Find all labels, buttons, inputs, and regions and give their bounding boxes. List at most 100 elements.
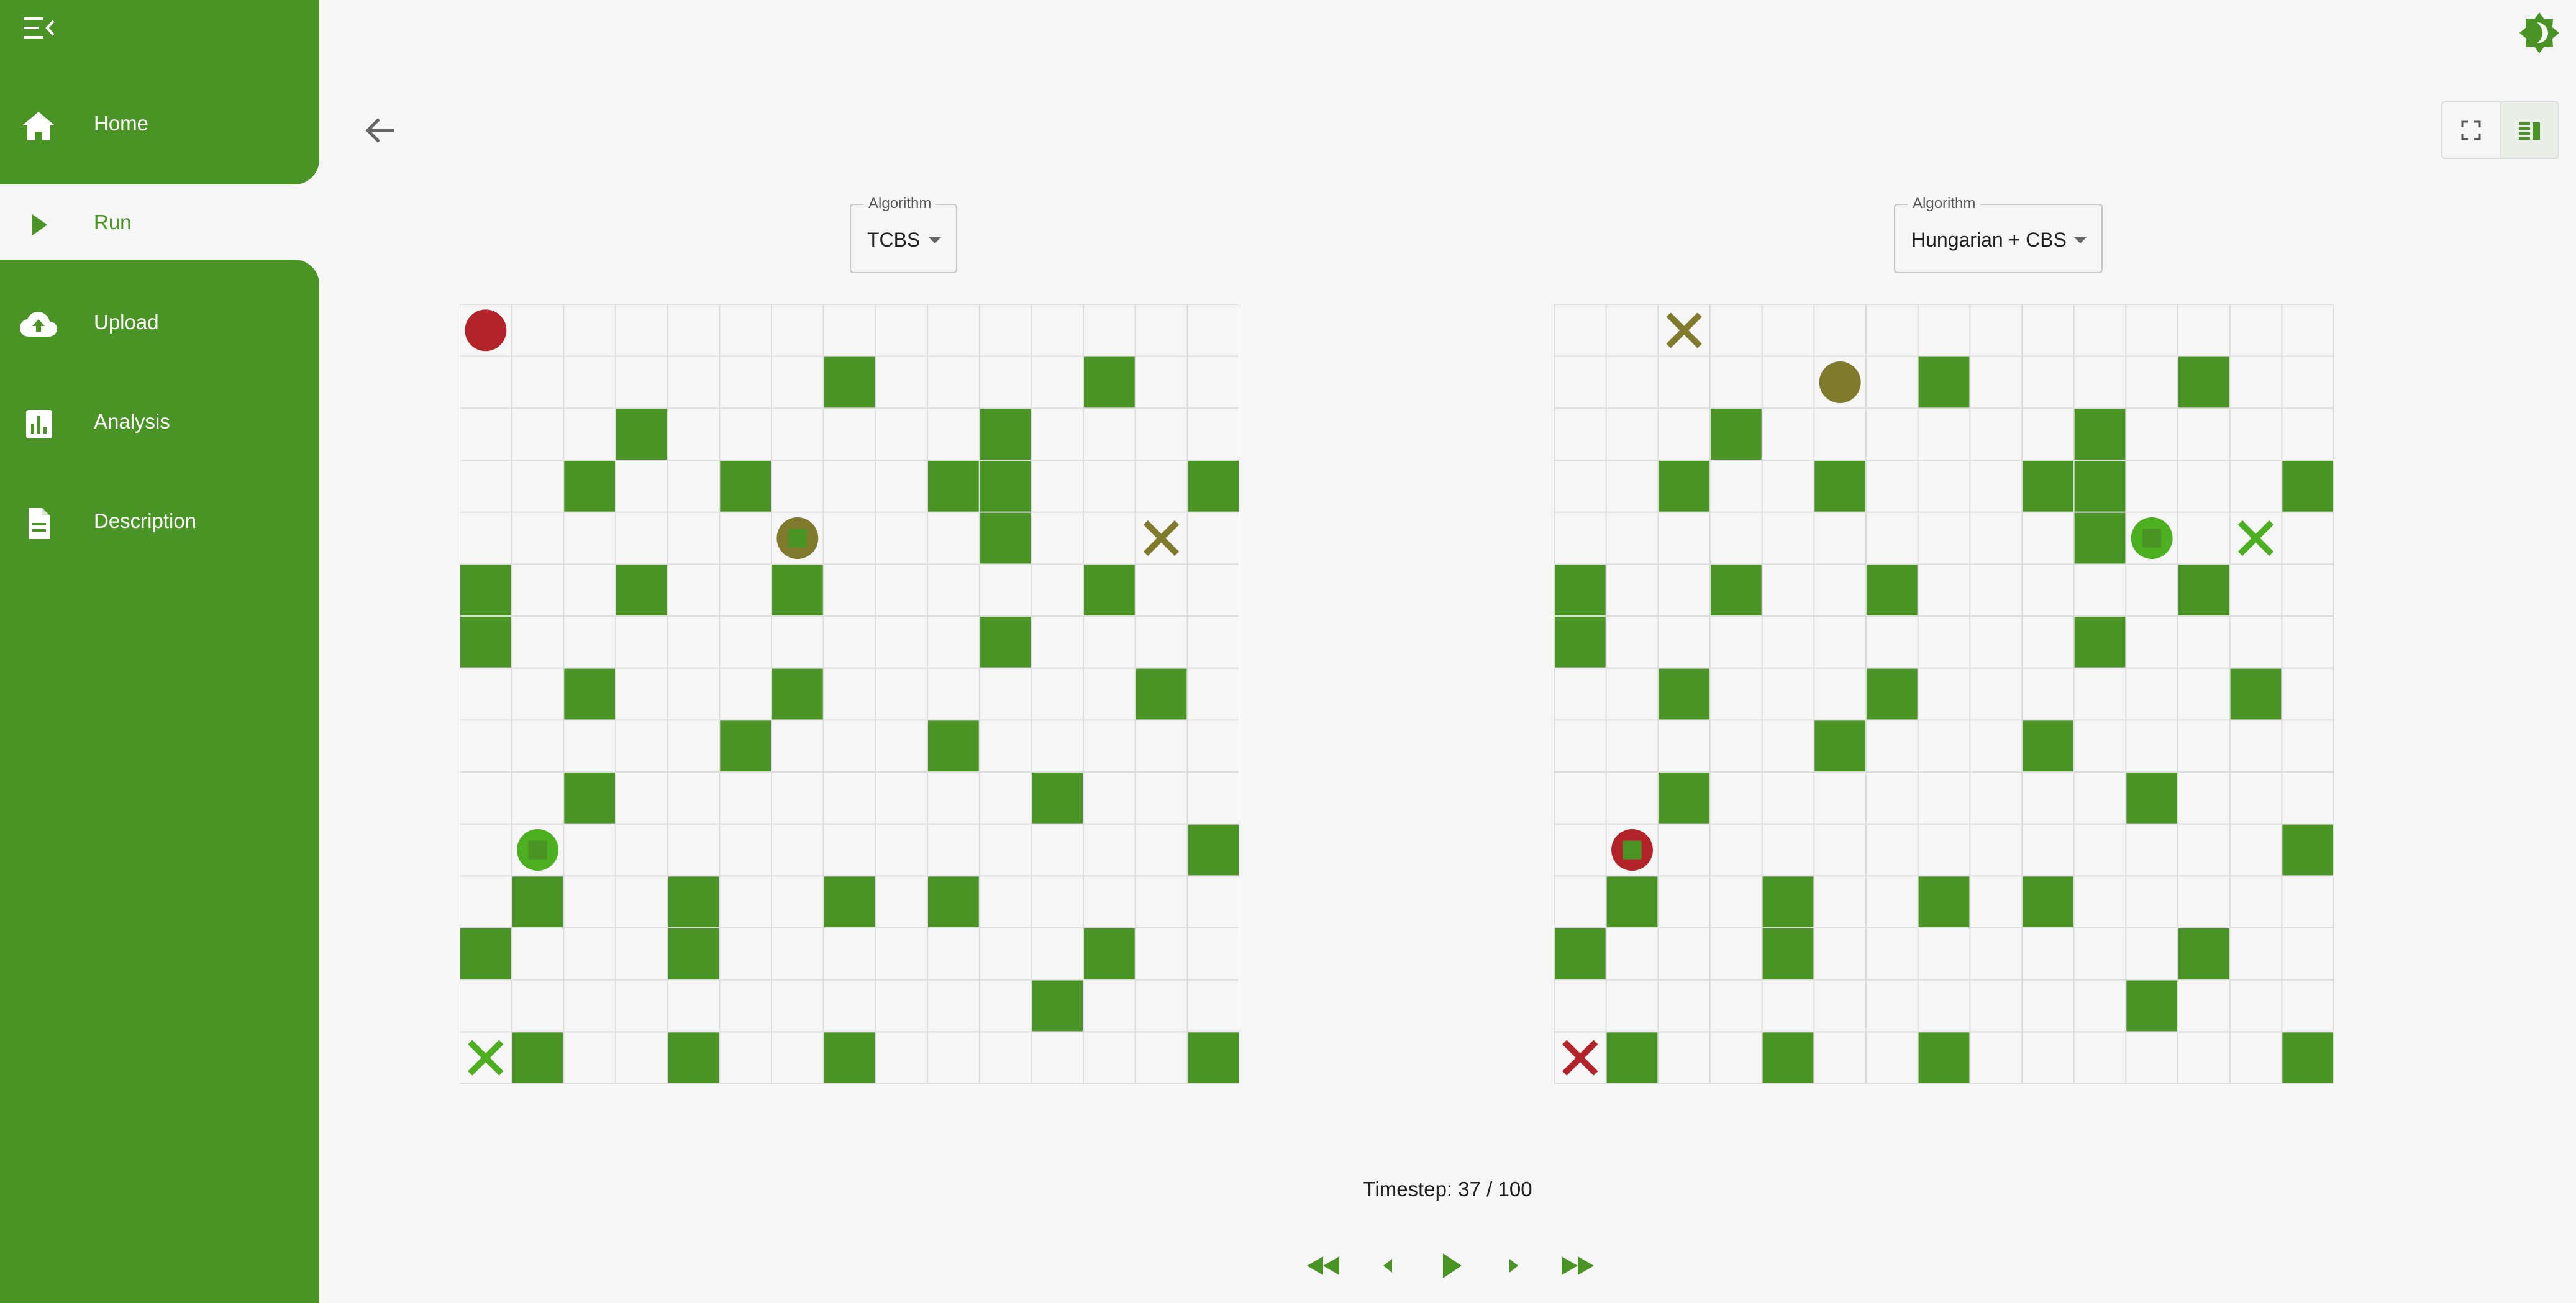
- skip-back-icon: [1307, 1256, 1339, 1275]
- obstacle-cell: [2126, 979, 2178, 1032]
- obstacle-cell: [2126, 772, 2178, 824]
- back-arrow-icon[interactable]: [359, 112, 403, 149]
- skip-forward-icon: [1562, 1256, 1594, 1275]
- obstacle-cell: [1866, 564, 1918, 616]
- obstacle-cell: [1814, 460, 1866, 512]
- obstacle-cell: [616, 564, 668, 616]
- fullscreen-view-button[interactable]: [2442, 102, 2500, 158]
- obstacle-cell: [1606, 1032, 1659, 1084]
- obstacle-cell: [1083, 928, 1136, 980]
- obstacle-cell: [2229, 668, 2282, 720]
- obstacle-cell: [1658, 668, 1710, 720]
- obstacle-cell: [616, 408, 668, 460]
- sidebar-item-label: Description: [94, 509, 197, 532]
- obstacle-cell: [1710, 564, 1762, 616]
- algorithm-select-left[interactable]: Algorithm TCBS: [850, 195, 957, 273]
- split-view-icon: [2519, 122, 2540, 140]
- obstacle-cell: [1658, 460, 1710, 512]
- carried-package: [528, 840, 547, 860]
- obstacle-cell: [771, 668, 824, 720]
- obstacle-cell: [1606, 876, 1659, 928]
- goal-marker-red: [1562, 1040, 1598, 1076]
- sidebar-item-home[interactable]: Home: [0, 86, 319, 161]
- timestep-label: Timestep: 37 / 100: [1363, 1178, 1532, 1201]
- bar-chart-icon: [19, 407, 58, 441]
- sidebar-item-label: Run: [94, 211, 132, 234]
- sidebar-item-upload[interactable]: Upload: [0, 284, 319, 360]
- obstacle-cell: [1918, 1032, 1970, 1084]
- obstacle-cell: [511, 876, 564, 928]
- obstacle-cell: [511, 1032, 564, 1084]
- view-mode-toggle: [2441, 101, 2559, 159]
- agent-red: [465, 309, 507, 352]
- sidebar-item-description[interactable]: Description: [0, 483, 319, 558]
- obstacle-cell: [1814, 720, 1866, 772]
- obstacle-cell: [823, 876, 876, 928]
- obstacle-cell: [1658, 772, 1710, 824]
- split-view-button[interactable]: [2500, 102, 2558, 158]
- obstacle-cell: [927, 876, 980, 928]
- obstacle-cell: [2022, 460, 2074, 512]
- obstacle-cell: [979, 460, 1032, 512]
- play-icon: [1443, 1253, 1462, 1278]
- obstacle-cell: [667, 928, 720, 980]
- obstacle-cell: [719, 460, 771, 512]
- skip-forward-button[interactable]: [1556, 1248, 1600, 1283]
- step-forward-button[interactable]: [1493, 1248, 1536, 1283]
- obstacle-cell: [1187, 1032, 1239, 1084]
- sidebar-item-label: Home: [94, 112, 149, 135]
- obstacle-cell: [979, 408, 1032, 460]
- obstacle-cell: [563, 460, 616, 512]
- skip-back-button[interactable]: [1301, 1248, 1345, 1283]
- play-button[interactable]: [1430, 1248, 1473, 1283]
- obstacle-cell: [823, 356, 876, 409]
- agent-green: [517, 829, 558, 871]
- carried-package: [1623, 840, 1642, 860]
- fullscreen-icon: [2461, 120, 2481, 140]
- obstacle-cell: [2022, 876, 2074, 928]
- algorithm-select-value: Hungarian + CBS: [1911, 229, 2067, 251]
- obstacle-cell: [667, 876, 720, 928]
- obstacle-cell: [823, 1032, 876, 1084]
- carried-package: [2142, 529, 2162, 548]
- agent-olive: [1819, 361, 1861, 403]
- obstacle-cell: [771, 564, 824, 616]
- obstacle-cell: [460, 616, 512, 668]
- warehouse-grid-left: [460, 304, 1239, 1084]
- obstacle-cell: [927, 720, 980, 772]
- sidebar-background-top: [0, 0, 319, 184]
- obstacle-cell: [1135, 668, 1188, 720]
- obstacle-cell: [719, 720, 771, 772]
- sidebar-item-label: Analysis: [94, 410, 170, 433]
- play-icon: [19, 208, 58, 242]
- obstacle-cell: [1918, 356, 1970, 409]
- obstacle-cell: [563, 772, 616, 824]
- obstacle-cell: [1554, 928, 1606, 980]
- home-icon: [19, 109, 58, 143]
- sidebar-item-analysis[interactable]: Analysis: [0, 384, 319, 459]
- step-back-button[interactable]: [1365, 1248, 1409, 1283]
- goal-marker-olive: [1666, 312, 1702, 348]
- obstacle-cell: [2022, 720, 2074, 772]
- obstacle-cell: [667, 1032, 720, 1084]
- obstacle-cell: [1187, 460, 1239, 512]
- obstacle-cell: [1554, 616, 1606, 668]
- document-icon: [19, 507, 58, 540]
- obstacle-cell: [460, 564, 512, 616]
- obstacle-cell: [2282, 460, 2334, 512]
- sidebar-item-run[interactable]: Run: [0, 184, 319, 260]
- obstacle-cell: [1866, 668, 1918, 720]
- obstacle-cell: [1762, 876, 1814, 928]
- obstacle-cell: [1554, 564, 1606, 616]
- obstacle-cell: [1031, 979, 1083, 1032]
- theme-toggle-icon[interactable]: [2515, 11, 2564, 55]
- obstacle-cell: [2073, 408, 2126, 460]
- step-forward-icon: [1509, 1259, 1518, 1273]
- menu-collapse-icon[interactable]: [22, 15, 56, 41]
- obstacle-cell: [2178, 564, 2230, 616]
- obstacle-cell: [2282, 824, 2334, 876]
- sidebar-background-bottom: [0, 260, 319, 1303]
- algorithm-select-right[interactable]: Algorithm Hungarian + CBS: [1894, 195, 2103, 273]
- agent-green: [2131, 517, 2173, 559]
- obstacle-cell: [1031, 772, 1083, 824]
